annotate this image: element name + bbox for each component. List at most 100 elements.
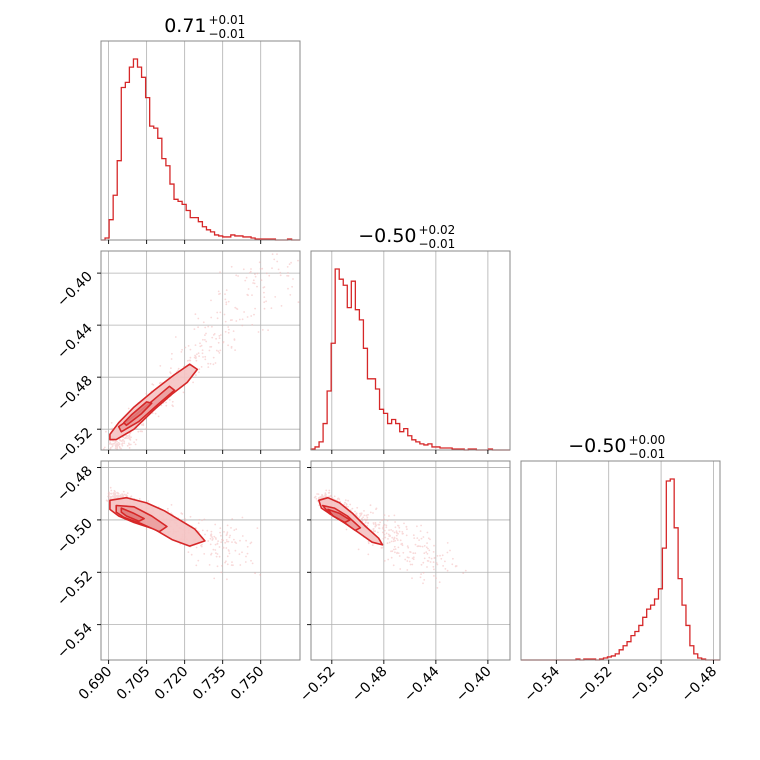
sample-point (251, 323, 254, 326)
sample-point (209, 537, 212, 540)
sample-point (202, 338, 204, 341)
sample-point (206, 529, 209, 532)
sample-point (128, 434, 131, 436)
sample-point (371, 544, 374, 546)
sample-point (142, 423, 145, 425)
sample-point (218, 335, 221, 337)
sample-point (202, 321, 205, 324)
sample-point (393, 514, 396, 517)
sample-point (383, 533, 386, 536)
sample-point (219, 349, 222, 352)
sample-point (169, 372, 172, 375)
sample-point (367, 540, 370, 543)
sample-point (159, 365, 162, 367)
sample-point (361, 520, 364, 522)
sample-point (265, 300, 267, 303)
sample-point (177, 367, 180, 370)
sample-point (147, 500, 150, 502)
sample-point (405, 526, 408, 528)
sample-point (248, 272, 251, 274)
sample-point (129, 443, 132, 446)
sample-point (234, 549, 237, 552)
sample-point (259, 268, 262, 270)
sample-point (225, 539, 228, 541)
sample-point (241, 535, 244, 537)
sample-point (181, 513, 184, 515)
sample-point (109, 486, 112, 489)
sample-point (204, 358, 207, 361)
panel-frame (310, 250, 511, 451)
sample-point (355, 512, 358, 515)
sample-point (351, 507, 354, 510)
sample-point (199, 345, 202, 348)
sample-point (187, 345, 190, 347)
sample-point (432, 565, 435, 568)
sample-point (276, 253, 278, 256)
sample-point (220, 534, 222, 537)
sample-point (180, 351, 183, 353)
sample-point (290, 261, 292, 264)
sample-point (316, 493, 318, 495)
sample-point (279, 271, 282, 274)
sample-point (139, 430, 142, 433)
sample-point (328, 491, 331, 494)
sample-point (344, 501, 346, 504)
contour-level-3 (120, 507, 145, 523)
sample-point (217, 341, 220, 344)
sample-point (116, 494, 119, 497)
sample-point (333, 495, 336, 498)
sample-point (369, 511, 372, 514)
sample-point (244, 561, 247, 563)
sample-point (384, 536, 387, 539)
sample-point (401, 532, 404, 535)
scatter-panel-1-2: −0.52 −0.48 −0.44 −0.40 (297, 460, 511, 705)
sample-point (200, 366, 203, 368)
sample-point (114, 440, 117, 443)
sample-point (215, 555, 218, 558)
sample-point (172, 405, 174, 408)
sample-point (171, 400, 174, 403)
sample-point (270, 307, 273, 310)
sample-point (360, 512, 362, 515)
sample-point (227, 540, 230, 543)
sample-point (378, 523, 381, 526)
sample-point (218, 555, 221, 558)
sample-point (111, 495, 114, 498)
scatter-panel-0-1: −0.52 −0.48 −0.44 −0.40 (54, 250, 301, 466)
sample-point (226, 533, 229, 535)
sample-point (223, 313, 226, 316)
sample-point (219, 334, 222, 336)
sample-point (107, 495, 109, 498)
sample-point (116, 444, 118, 446)
y-tick-label: −0.54 (54, 620, 96, 662)
sample-point (246, 293, 249, 296)
sample-point (201, 349, 204, 351)
sample-point (184, 520, 187, 523)
sample-point (412, 558, 415, 561)
sample-point (412, 552, 415, 555)
sample-point (409, 563, 412, 566)
sample-point (226, 524, 229, 527)
sample-point (197, 559, 200, 562)
sample-point (195, 564, 198, 567)
sample-point (280, 305, 283, 307)
sample-point (406, 560, 409, 562)
sample-point (224, 320, 227, 323)
sample-point (261, 329, 264, 331)
sample-point (387, 558, 390, 561)
sample-point (227, 331, 230, 334)
sample-point (182, 391, 185, 394)
sample-point (256, 272, 259, 275)
sample-point (391, 536, 394, 539)
sample-point (111, 445, 114, 448)
sample-point (196, 353, 198, 356)
x-tick-label: 0.690 (76, 664, 116, 704)
sample-point (216, 553, 219, 555)
sample-point (145, 392, 148, 395)
title-lower-error: −0.01 (209, 27, 246, 41)
sample-point (108, 493, 110, 496)
sample-point (430, 557, 433, 560)
panel-frame (310, 460, 511, 661)
sample-point (137, 430, 140, 433)
sample-point (297, 301, 300, 303)
